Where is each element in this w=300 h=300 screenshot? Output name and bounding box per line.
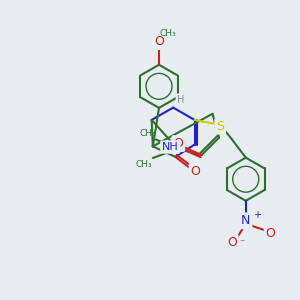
- Text: O: O: [154, 35, 164, 48]
- Text: S: S: [216, 120, 224, 133]
- Text: H: H: [177, 95, 184, 105]
- Text: CH₃: CH₃: [135, 160, 152, 169]
- Text: NH: NH: [162, 142, 179, 152]
- Text: O: O: [227, 236, 237, 249]
- Text: ⁻: ⁻: [240, 238, 245, 248]
- Text: +: +: [254, 210, 262, 220]
- Text: O: O: [190, 165, 200, 178]
- Text: O: O: [173, 137, 183, 150]
- Text: CH₃: CH₃: [160, 29, 177, 38]
- Text: N: N: [241, 214, 250, 227]
- Text: CH₃: CH₃: [140, 129, 157, 138]
- Text: O: O: [266, 226, 275, 240]
